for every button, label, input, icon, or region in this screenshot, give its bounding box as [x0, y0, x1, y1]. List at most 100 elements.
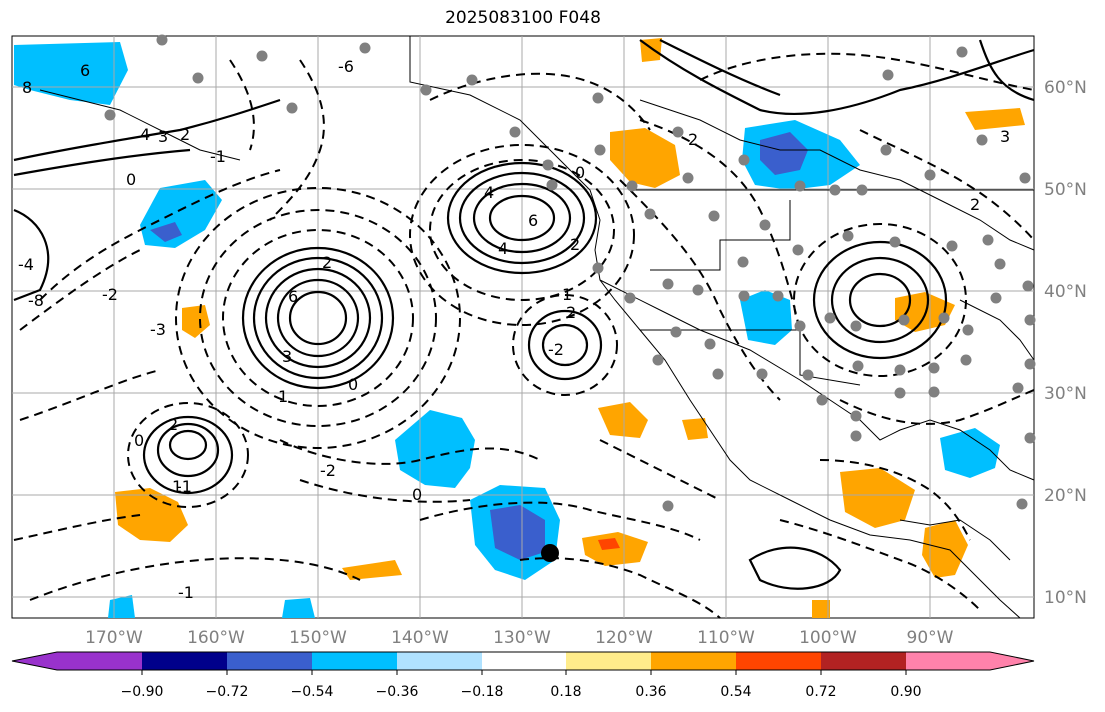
colorbar-segment [906, 652, 990, 670]
shade-blue-8 [108, 595, 135, 618]
shade-red-5 [598, 538, 620, 550]
contour-label: -2 [320, 461, 336, 480]
chart-title: 2025083100 F048 [445, 8, 601, 28]
shade-blue-7 [940, 428, 1000, 478]
contour-label: 8 [22, 78, 32, 97]
contour-label: 3 [1000, 127, 1010, 146]
contour-label: -2 [102, 285, 118, 304]
contour-label: -8 [28, 291, 44, 310]
lat-label: 50°N [1044, 180, 1087, 200]
shade-orange-13 [812, 600, 830, 618]
lat-label: 60°N [1044, 78, 1087, 98]
contour-label: 4 [498, 239, 508, 258]
contour-label: 2 [180, 125, 190, 144]
contour-label: 0 [348, 375, 358, 394]
contour-label: 0 [412, 485, 422, 504]
contour-label: 3 [158, 127, 168, 146]
shade-blue-6 [740, 290, 792, 345]
shade-orange-2 [115, 488, 188, 542]
shade-darkblue-2 [150, 222, 182, 242]
colorbar-tick-label: 0.54 [720, 684, 751, 700]
shade-blue-9 [282, 598, 315, 618]
colorbar-segment [397, 652, 482, 670]
shade-darkblue-4 [490, 505, 545, 560]
contour-label: 2 [168, 415, 178, 434]
colorbar-segment [736, 652, 821, 670]
colorbar-segment [12, 652, 57, 670]
colorbar-segment [651, 652, 736, 670]
lon-label: 90°W [907, 628, 954, 648]
contour-label: -1 [176, 477, 192, 496]
lon-label: 120°W [595, 628, 653, 648]
colorbar-tick-label: 0.72 [805, 684, 836, 700]
contour-label: 4 [140, 125, 150, 144]
contour-label: 6 [80, 61, 90, 80]
contour-label: -2 [548, 340, 564, 359]
shade-orange-11 [342, 560, 402, 580]
shade-orange-4 [598, 402, 648, 438]
contour-label: 2 [570, 235, 580, 254]
lat-label: 10°N [1044, 588, 1087, 608]
shade-blue-3 [395, 410, 475, 488]
colorbar-tick-label: 0.90 [890, 684, 921, 700]
contour-label: 2 [688, 130, 698, 149]
shade-orange-6 [840, 468, 915, 528]
colorbar-tick-label: −0.18 [461, 684, 504, 700]
contour-label: 0 [575, 163, 585, 182]
contours-dashed [13, 52, 1035, 619]
colorbar-segment [482, 652, 566, 670]
colorbar-tick-label: −0.36 [376, 684, 419, 700]
colorbar-segment [566, 652, 651, 670]
colorbar-segment [142, 652, 227, 670]
contour-label: 2 [566, 303, 576, 322]
colorbar-tick-label: 0.36 [635, 684, 666, 700]
contour-label: 1 [172, 477, 182, 496]
colorbar-outline [11, 651, 1035, 671]
colorbar-segment [57, 652, 142, 670]
colorbar: −0.90 −0.72 −0.54 −0.36 −0.18 0.18 0.36 … [11, 651, 1035, 700]
coastlines [39, 36, 1035, 619]
contour-label: 3 [282, 347, 292, 366]
contour-labels: 6 8 4 3 2 0 -1 -2 -3 -4 -6 -8 6 3 2 1 0 … [18, 57, 1010, 602]
colorbar-tick-label: −0.54 [291, 684, 334, 700]
contour-label: -1 [210, 147, 226, 166]
lon-label: 110°W [697, 628, 755, 648]
lon-label: 150°W [289, 628, 347, 648]
colorbar-segment [821, 652, 906, 670]
latitude-labels: 10°N 20°N 30°N 40°N 50°N 60°N [1044, 78, 1087, 608]
colorbar-tick-label: 0.18 [550, 684, 581, 700]
contour-label: -1 [178, 583, 194, 602]
longitude-labels: 170°W 160°W 150°W 140°W 130°W 120°W 110°… [85, 628, 954, 648]
contour-label: 2 [322, 253, 332, 272]
station-dots [104, 34, 1036, 512]
contour-label: 2 [970, 195, 980, 214]
contour-label: 0 [134, 431, 144, 450]
storm-marker [541, 544, 559, 562]
lon-label: 100°W [799, 628, 857, 648]
colorbar-ticks [141, 670, 907, 675]
colorbar-segment [227, 652, 312, 670]
lon-label: 130°W [493, 628, 551, 648]
shade-blue-1 [14, 42, 128, 105]
shade-darkblue-5 [760, 132, 808, 175]
shade-orange-12 [682, 418, 708, 440]
lon-label: 160°W [187, 628, 245, 648]
shade-orange-3 [182, 305, 210, 338]
contour-label: -3 [150, 320, 166, 339]
gridlines [12, 36, 1034, 618]
lat-label: 20°N [1044, 486, 1087, 506]
lon-label: 140°W [391, 628, 449, 648]
contour-label: 4 [484, 183, 494, 202]
colorbar-segment [312, 652, 397, 670]
contour-label: -6 [338, 57, 354, 76]
colorbar-segment [990, 652, 1034, 670]
contour-label: 1 [278, 387, 288, 406]
contour-label: 0 [126, 170, 136, 189]
colorbar-tick-label: −0.72 [206, 684, 249, 700]
colorbar-tick-label: −0.90 [121, 684, 164, 700]
shade-orange-9 [965, 108, 1025, 130]
lon-label: 170°W [85, 628, 143, 648]
lat-label: 30°N [1044, 384, 1087, 404]
shade-orange-1 [610, 128, 680, 188]
